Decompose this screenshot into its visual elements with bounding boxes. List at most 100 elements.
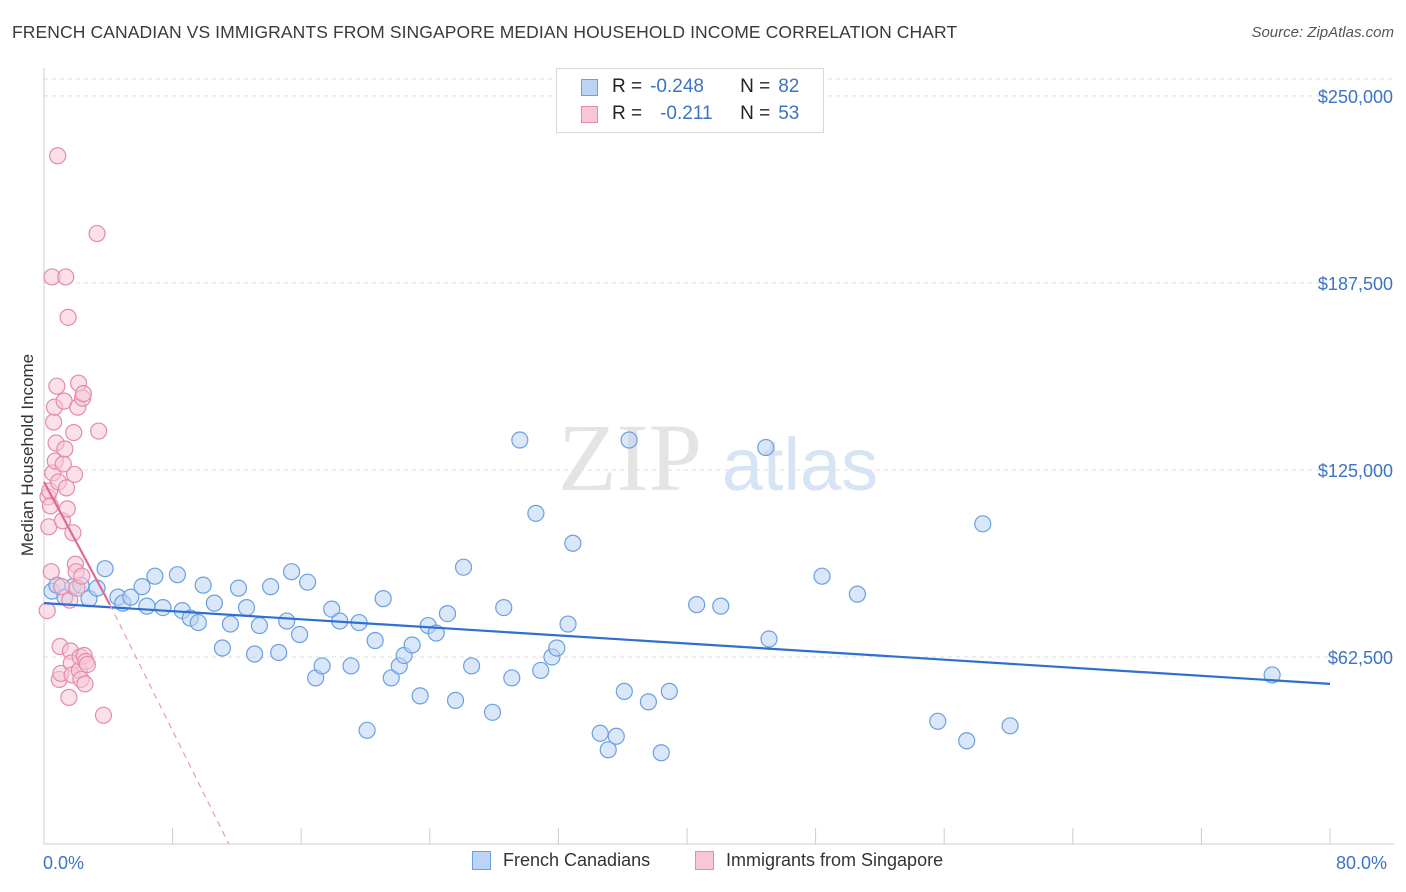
bottom-legend-singapore: Immigrants from Singapore [695,850,943,871]
gridlines [44,78,1394,658]
french-canadian-point [548,639,566,657]
legend-swatch-blue [581,78,598,96]
y-tick-labels: $62,500 $125,000 $187,500 $250,000 [1318,87,1393,668]
french-canadian-point [660,682,678,700]
french-canadian-point [194,576,212,594]
french-canadian-point [262,578,280,596]
trend-lines [43,481,1331,845]
french-canadian-point [620,431,638,449]
singapore-point [59,308,77,326]
singapore-point [94,706,113,724]
french-canadian-point [599,741,617,759]
french-canadian-point [958,732,976,750]
french-canadian-point [848,585,866,603]
french-canadian-point [358,721,376,739]
bottom-swatch-blue [472,851,491,870]
legend-n-label: N = [740,76,771,97]
watermark-zip: ZIP [558,404,702,511]
x-axis-min-label: 0.0% [43,853,85,873]
french-canadian-point [411,687,429,705]
french-canadian-point [213,639,232,657]
french-canadian-point [607,727,625,745]
singapore-point [49,147,67,165]
french-canadian-point [382,669,400,687]
chart-title: FRENCH CANADIAN VS IMMIGRANTS FROM SINGA… [12,22,958,42]
french-canadian-point [138,597,156,615]
legend-row-french-canadians: R = -0.248 N = 82 [581,74,799,100]
french-canadian-point [559,615,577,633]
french-canadian-point [189,613,207,632]
correlation-legend: R = -0.248 N = 82 R = -0.211 N = 53 [556,68,824,133]
french-canadian-point [96,560,114,578]
french-canadian-point [483,703,502,721]
bottom-legend-label: French Canadians [503,850,651,870]
singapore-point [45,413,63,431]
french-canadian-point [270,643,288,662]
data-points [38,147,1281,762]
french-canadian-point [366,631,384,650]
french-canadian-point [438,604,457,623]
french-canadian-point [446,691,465,709]
singapore-point [76,675,94,693]
french-canadian-point [495,599,513,617]
french-canadian-point [205,594,223,612]
y-tick-label: $125,000 [1318,461,1393,481]
legend-r-value: -0.211 [660,103,713,124]
french-canadian-point [237,599,256,617]
french-canadian-point [652,744,670,762]
french-canadian-point [122,588,140,606]
bottom-legend-french-canadians: French Canadians [472,850,650,871]
french-canadian-point [757,438,775,457]
singapore-point [74,385,92,403]
french-canadian-trend-line [43,602,1331,686]
french-canadian-point [154,599,172,617]
legend-n-value: 82 [778,76,800,97]
french-canadian-point [168,566,187,584]
french-canadian-point [374,590,392,608]
singapore-point [57,479,76,497]
singapore-point [38,601,56,620]
french-canadian-point [245,645,264,663]
singapore-point [56,440,74,458]
legend-r-label: R = [612,103,643,124]
y-tick-label: $187,500 [1318,274,1393,294]
french-canadian-point [532,661,550,680]
singapore-point [88,224,106,243]
french-canadian-point [591,724,609,742]
legend-r-label: R = [612,76,643,97]
legend-n-label: N = [740,103,771,124]
source-credit: Source: ZipAtlas.com [1251,24,1394,41]
french-canadian-point [290,625,309,644]
french-canadian-point [688,596,706,614]
french-canadian-point [278,612,296,630]
french-canadian-point [133,578,151,596]
legend-row-singapore: R = -0.211 N = 53 [581,101,799,127]
french-canadian-point [282,563,301,581]
y-tick-label: $62,500 [1328,648,1393,668]
french-canadian-point [221,615,240,633]
french-canadian-point [250,616,269,635]
watermark: ZIP atlas [558,404,878,511]
singapore-point [73,567,91,585]
singapore-point [48,377,66,395]
french-canadian-point [229,579,248,597]
singapore-point [78,655,97,674]
french-canadian-point [454,558,473,576]
singapore-point [42,563,60,581]
bottom-swatch-pink [695,851,714,870]
french-canadian-point [299,573,317,591]
french-canadian-point [564,534,582,552]
french-canadian-point [639,693,658,711]
french-canadian-point [760,630,778,648]
singapore-point [65,423,83,442]
legend-n-value: 53 [778,103,800,124]
french-canadian-point [146,567,164,585]
legend-swatch-pink [581,105,598,123]
french-canadian-point [813,567,831,585]
french-canadian-point [974,515,992,533]
french-canadian-point [323,600,341,618]
legend-r-value: -0.248 [650,76,704,97]
french-canadian-point [462,657,481,675]
french-canadian-point [342,657,360,675]
